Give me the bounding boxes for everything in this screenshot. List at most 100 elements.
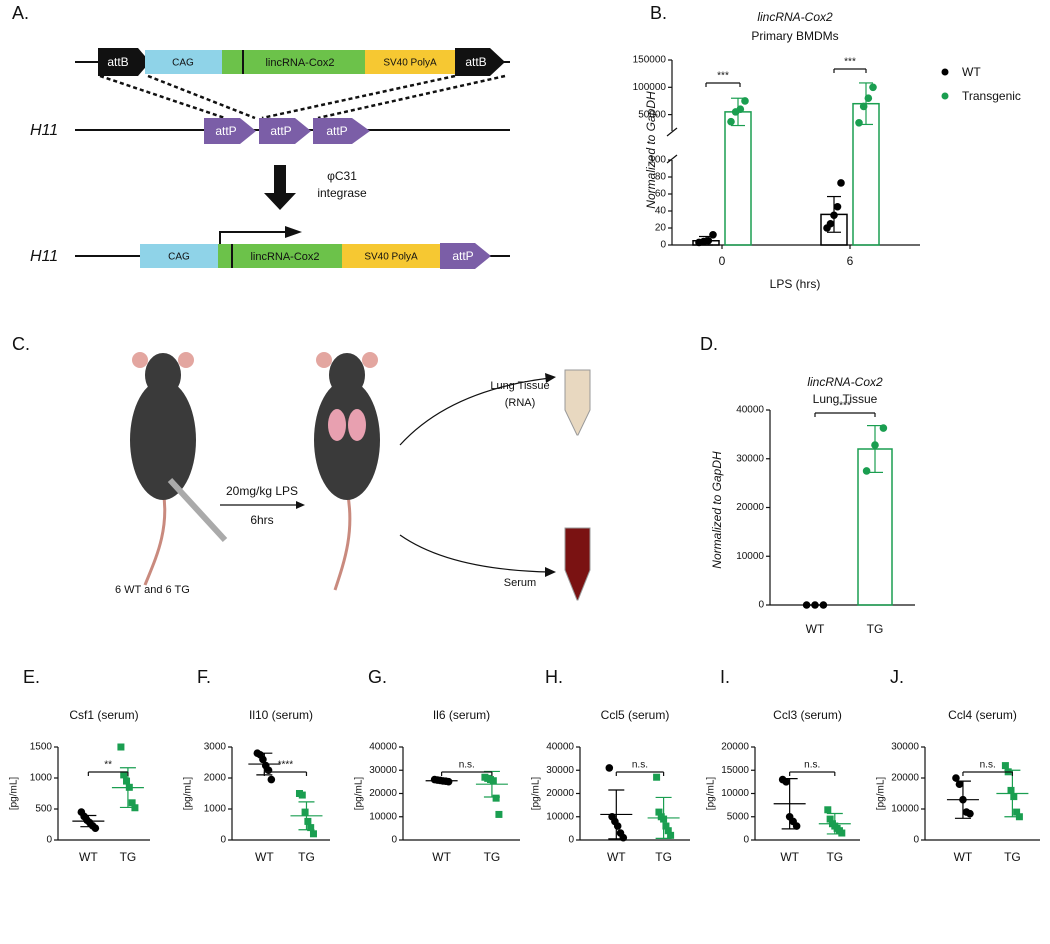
enzyme-label: φC31 <box>327 169 357 183</box>
y-tick-label: 20000 <box>369 788 397 799</box>
lincrna-box <box>222 50 365 74</box>
y-tick-label: 20000 <box>546 788 574 799</box>
y-axis-label: [pg/mL] <box>9 777 20 811</box>
x-tick-label: TG <box>655 850 672 864</box>
tube <box>564 369 591 436</box>
y-tick-label: 0 <box>46 835 52 846</box>
panel-label: F. <box>197 667 211 687</box>
legend-label: WT <box>962 65 981 79</box>
point <box>664 827 672 835</box>
chart-title: Il10 (serum) <box>249 708 313 722</box>
site-label: attP <box>270 124 291 138</box>
part-label: CAG <box>168 252 190 263</box>
x-tick-label: WT <box>255 850 274 864</box>
point <box>489 777 497 785</box>
y-axis-label: Normalized to GapDH <box>644 91 658 209</box>
x-tick-label: WT <box>780 850 799 864</box>
chart-title: Ccl4 (serum) <box>948 708 1017 722</box>
panel-label: H. <box>545 667 563 687</box>
chart-title: Il6 (serum) <box>433 708 490 722</box>
y-tick-label: 150000 <box>633 55 667 66</box>
point <box>267 775 276 784</box>
lincrna-box <box>218 244 342 268</box>
point <box>653 773 661 781</box>
promoter-arrow <box>219 231 290 244</box>
y-tick-label: 30000 <box>369 765 397 776</box>
legend-marker <box>941 92 949 100</box>
sample-label: (RNA) <box>505 397 536 409</box>
chart-title: Csf1 (serum) <box>69 708 138 722</box>
y-tick-label: 1000 <box>204 804 227 815</box>
promoter-head <box>285 226 302 238</box>
point <box>495 810 503 818</box>
point <box>838 829 846 837</box>
point <box>1001 762 1009 770</box>
y-tick-label: 0 <box>568 835 574 846</box>
axis-break <box>666 127 678 137</box>
point <box>1007 786 1015 794</box>
site-label: attP <box>215 124 236 138</box>
point <box>862 467 871 475</box>
y-tick-label: 40000 <box>369 742 397 753</box>
arrow-head <box>545 567 556 577</box>
chart-title: Ccl5 (serum) <box>601 708 670 722</box>
sig-label: n.s. <box>980 760 996 771</box>
point <box>605 764 614 772</box>
y-tick-label: 0 <box>913 835 919 846</box>
y-axis-label: [pg/mL] <box>876 777 887 811</box>
point <box>782 778 790 786</box>
part-label: lincRNA-Cox2 <box>250 251 319 263</box>
panel-label: B. <box>650 3 667 23</box>
attp-site <box>204 118 256 144</box>
point <box>128 799 136 807</box>
mouse <box>130 352 228 586</box>
site-label: attP <box>452 249 473 263</box>
y-tick-label: 15000 <box>721 765 749 776</box>
point <box>869 83 877 92</box>
down-arrow <box>264 165 296 210</box>
y-axis-label: [pg/mL] <box>531 777 542 811</box>
y-tick-label: 20000 <box>891 773 919 784</box>
attb-site <box>98 48 150 76</box>
panel-label: A. <box>12 3 29 23</box>
point <box>741 97 749 105</box>
y-tick-label: 50000 <box>638 109 666 120</box>
arrow <box>399 534 551 573</box>
y-tick-label: 80 <box>655 172 667 183</box>
x-tick-label: TG <box>120 850 137 864</box>
point <box>837 179 845 187</box>
panel-c: C. 20mg/kg LPS 6hrs Lung Tissue (RNA) Se… <box>12 334 591 601</box>
attp-site <box>313 118 370 144</box>
x-tick-label: TG <box>484 850 501 864</box>
attp-site <box>259 118 311 144</box>
attp-site <box>440 243 491 269</box>
y-tick-label: 0 <box>660 240 666 251</box>
x-tick-label: WT <box>432 850 451 864</box>
chart-subtitle: Primary BMDMs <box>751 29 838 43</box>
y-axis-label: Normalized to GapDH <box>710 451 724 569</box>
x-tick-label: WT <box>607 850 626 864</box>
y-tick-label: 500 <box>35 804 52 815</box>
locus-label: H11 <box>30 122 58 139</box>
y-tick-label: 2000 <box>204 773 227 784</box>
locus-label: H11 <box>30 248 58 265</box>
y-tick-label: 100 <box>649 155 666 166</box>
x-tick-label: TG <box>298 850 315 864</box>
point <box>792 822 801 830</box>
y-tick-label: 40000 <box>736 405 764 416</box>
panel-label: G. <box>368 667 387 687</box>
y-tick-label: 20 <box>655 223 667 234</box>
legend-label: Transgenic <box>962 89 1021 103</box>
panel-label: E. <box>23 667 40 687</box>
point <box>824 806 832 814</box>
sample-label: Serum <box>504 577 536 589</box>
point <box>952 774 960 782</box>
point <box>667 831 675 839</box>
polya-box <box>342 244 440 268</box>
tube <box>564 527 591 601</box>
legend-marker <box>941 68 949 76</box>
mouse <box>314 352 380 591</box>
y-tick-label: 10000 <box>369 811 397 822</box>
attb-site <box>455 48 505 76</box>
